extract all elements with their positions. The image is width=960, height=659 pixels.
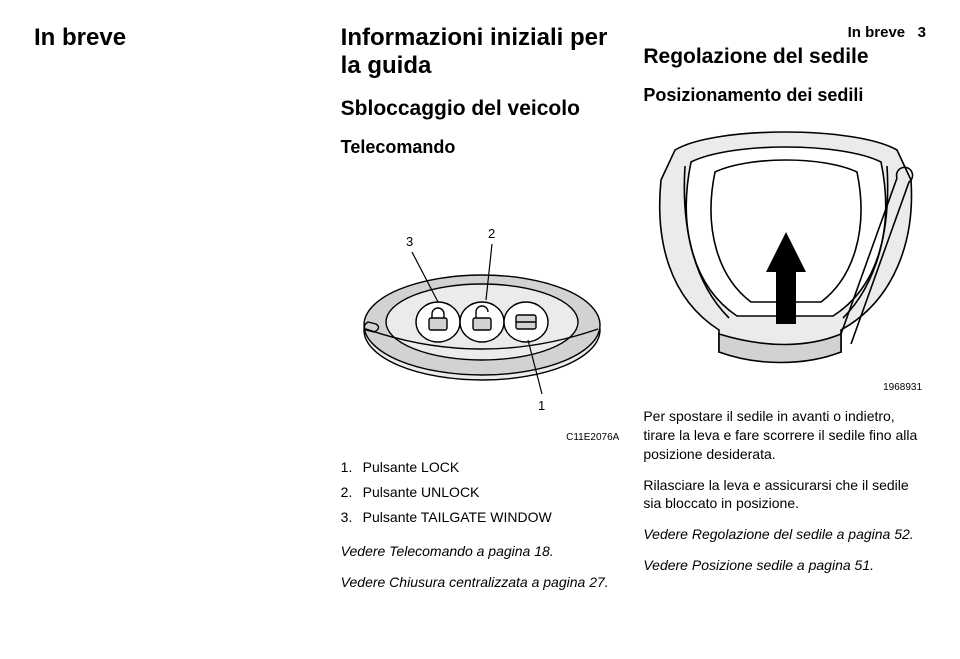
running-header: In breve 3: [643, 24, 926, 41]
mid-h1-line1: Informazioni iniziali per: [341, 24, 608, 51]
col-left: In breve: [34, 24, 331, 635]
right-h2: Regolazione del sedile: [643, 45, 926, 69]
cross-ref: Vedere Telecomando a pagina 18.: [341, 542, 624, 561]
mid-h2: Sbloccaggio del veicolo: [341, 97, 624, 121]
header-section: In breve: [848, 24, 906, 41]
page-root: In breve Informazioni iniziali per la gu…: [0, 0, 960, 659]
figure-remote: 3 2 1: [342, 222, 622, 422]
cross-ref: Vedere Regolazione del sedile a pagina 5…: [643, 525, 926, 544]
mid-h3: Telecomando: [341, 137, 624, 158]
cross-ref: Vedere Posizione sedile a pagina 51.: [643, 556, 926, 575]
callout-3: 3: [406, 234, 413, 249]
col-mid: Informazioni iniziali per la guida Sbloc…: [331, 24, 634, 635]
list-item: Pulsante LOCK: [341, 457, 624, 478]
mid-h1: Informazioni iniziali per la guida: [341, 24, 624, 79]
list-item: Pulsante UNLOCK: [341, 482, 624, 503]
remote-svg: 3 2 1: [342, 222, 622, 422]
callout-2: 2: [488, 226, 495, 241]
paragraph: Rilasciare la leva e assicurarsi che il …: [643, 476, 926, 514]
list-item: Pulsante TAILGATE WINDOW: [341, 507, 624, 528]
right-h3: Posizionamento dei sedili: [643, 85, 926, 106]
seat-svg: [645, 120, 925, 390]
mid-h1-line2: la guida: [341, 52, 432, 79]
col-right: In breve 3 Regolazione del sedile Posizi…: [633, 24, 926, 635]
figure-seat: [645, 120, 925, 390]
paragraph: Per spostare il sedile in avanti o indie…: [643, 407, 926, 464]
callout-1: 1: [538, 398, 545, 413]
header-page-number: 3: [918, 24, 926, 41]
button-list: Pulsante LOCK Pulsante UNLOCK Pulsante T…: [341, 457, 624, 532]
section-title: In breve: [34, 24, 317, 52]
cross-ref: Vedere Chiusura centralizzata a pagina 2…: [341, 573, 624, 592]
figure-code-remote: C11E2076A: [341, 432, 624, 443]
